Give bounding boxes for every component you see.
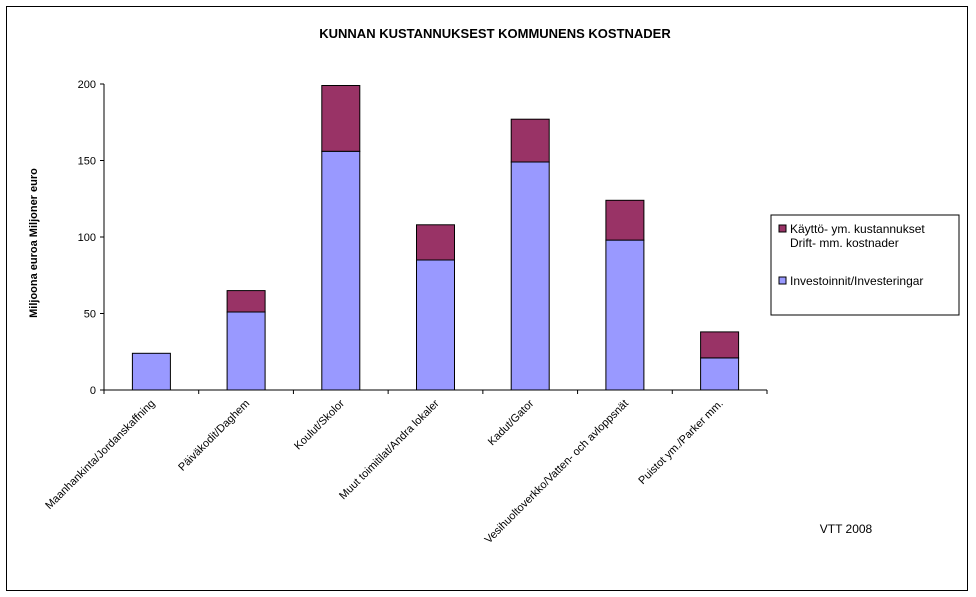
category-label: Koulut/Skolor [292, 397, 347, 452]
chart-frame: KUNNAN KUSTANNUKSEST KOMMUNENS KOSTNADER… [6, 6, 968, 591]
bar-series0-cat0 [131, 352, 171, 391]
category-label: Puistot ym./Parker mm. [636, 398, 725, 487]
bar-series0-cat3 [416, 259, 455, 391]
category-labels-group: Maanhankinta/Jordanskaffning Päiväkodit/D… [43, 397, 725, 546]
axes-group [100, 83, 768, 394]
legend-label-drift: Käyttö- ym. kustannukset [790, 222, 925, 236]
bar-series0-cat4 [510, 161, 550, 391]
bar-series1-cat3 [416, 224, 455, 261]
y-tick-label: 150 [78, 156, 96, 168]
legend-swatch-investment [778, 276, 787, 285]
bar-series0-cat2 [321, 150, 361, 391]
bar-series1-cat1 [226, 290, 266, 313]
y-axis-label: Miljoona euroa Miljoner euro [28, 168, 40, 318]
legend-box [770, 214, 960, 316]
bar-series0-cat1 [226, 311, 266, 391]
chart-canvas: KUNNAN KUSTANNUKSEST KOMMUNENS KOSTNADER… [28, 26, 960, 546]
bar-series1-cat2 [321, 85, 361, 152]
bar-series0-cat5 [605, 239, 645, 391]
y-ticks-group: 0 50 100 150 200 [78, 79, 96, 397]
legend-label-drift: Drift- mm. kostnader [790, 236, 899, 250]
legend-swatch-drift [778, 224, 787, 233]
category-label: Muut toimitilat/Andra lokaler [337, 397, 442, 502]
legend-label-investment: Investoinnit/Investeringar [790, 274, 923, 288]
bars-group [131, 85, 740, 391]
y-tick-label: 50 [84, 309, 96, 321]
y-tick-label: 100 [78, 232, 96, 244]
bar-series1-cat4 [510, 118, 550, 163]
bar-series1-cat5 [605, 199, 645, 241]
credit-text: VTT 2008 [820, 522, 873, 536]
category-label: Kadut/Gator [486, 397, 537, 448]
bar-series1-cat6 [700, 331, 740, 359]
bar-series0-cat6 [700, 357, 740, 391]
category-label: Maanhankinta/Jordanskaffning [43, 398, 157, 512]
chart-title: KUNNAN KUSTANNUKSEST KOMMUNENS KOSTNADER [319, 26, 671, 41]
category-label: Päiväkodit/Daghem [176, 398, 252, 474]
y-tick-label: 0 [90, 385, 96, 397]
y-tick-label: 200 [78, 79, 96, 91]
